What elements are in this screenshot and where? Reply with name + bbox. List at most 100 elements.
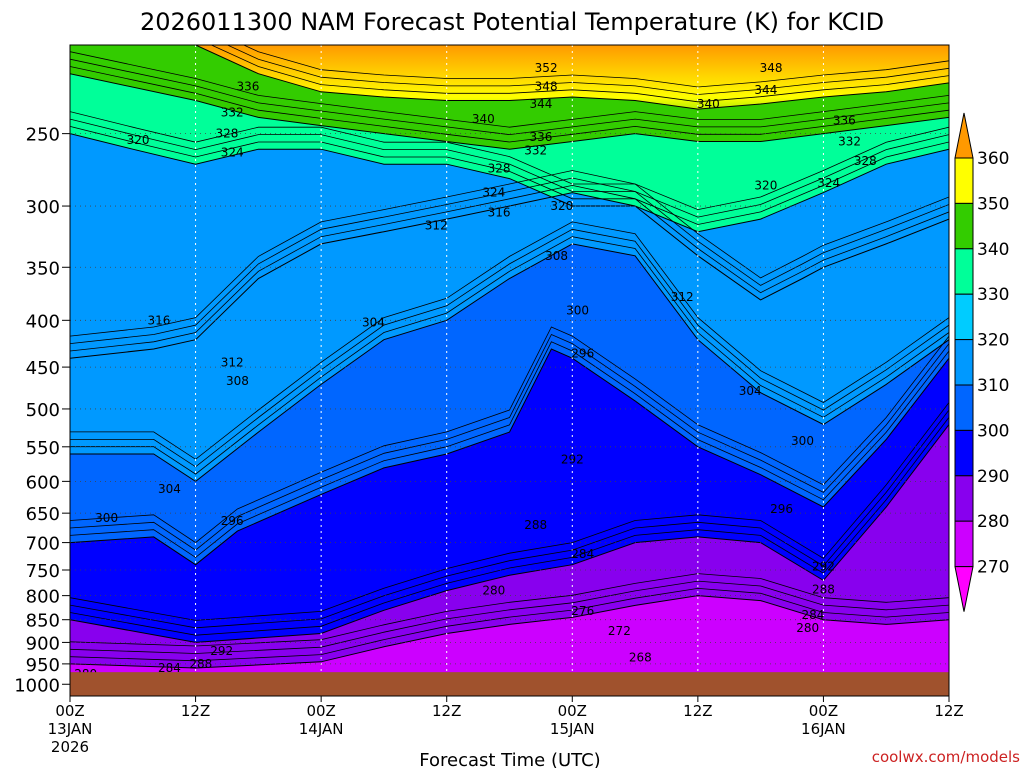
contour-332-minor-1 — [70, 66, 949, 143]
contour-332-minor-2 — [70, 58, 949, 136]
contour-label: 320 — [754, 179, 777, 193]
y-tick-label: 900 — [26, 633, 60, 654]
contour-344-minor-1 — [210, 45, 949, 103]
contour-280-minor-2 — [70, 580, 949, 654]
contour-296 — [70, 348, 949, 566]
contour-label: 292 — [812, 559, 835, 573]
contour-label: 292 — [561, 453, 584, 467]
contour-label: 332 — [838, 134, 861, 148]
colorbar-swatch — [954, 157, 974, 204]
y-tick-label: 300 — [26, 197, 60, 218]
colorbar-swatch — [954, 248, 974, 295]
contour-label: 336 — [529, 130, 552, 144]
x-tick-label: 00Z — [558, 702, 587, 720]
contour-296-minor-2 — [70, 333, 949, 551]
colorbar-swatch — [954, 475, 974, 522]
theta-fill-280 — [70, 595, 949, 696]
contour-312-minor-3 — [70, 170, 949, 337]
x-tick-date: 14JAN — [299, 720, 344, 738]
x-tick-label: 12Z — [181, 702, 210, 720]
plot-area: 3523483443403363323283243203163123083043… — [70, 45, 949, 696]
ground-surface — [70, 672, 949, 696]
contour-label: 320 — [550, 199, 573, 213]
contour-label: 340 — [472, 112, 495, 126]
x-tick-date: 13JAN — [48, 720, 93, 738]
contour-label: 332 — [221, 105, 244, 119]
colorbar-label: 270 — [977, 558, 1009, 578]
contour-label: 352 — [535, 61, 558, 75]
contour-label: 312 — [221, 356, 244, 370]
y-tick-label: 450 — [26, 358, 60, 379]
x-tick-label: 00Z — [306, 702, 335, 720]
contour-label: 336 — [833, 114, 856, 128]
contour-label: 340 — [697, 97, 720, 111]
contour-label: 308 — [545, 249, 568, 263]
y-tick-label: 550 — [26, 438, 60, 459]
colorbar-label: 280 — [977, 512, 1009, 532]
contour-label: 288 — [189, 657, 212, 671]
contour-label: 300 — [566, 303, 589, 317]
contour-344-minor-3 — [242, 45, 949, 88]
contour-304-minor-3 — [70, 221, 949, 460]
plot-frame — [69, 44, 950, 697]
contour-332 — [70, 73, 949, 150]
contour-label: 280 — [482, 584, 505, 598]
x-tick-label: 00Z — [55, 702, 84, 720]
colorbar-label: 330 — [977, 285, 1009, 305]
contour-label: 304 — [362, 315, 385, 329]
x-tick-year: 2026 — [51, 738, 89, 756]
contour-312-minor-2 — [70, 177, 949, 344]
contour-label: 284 — [571, 547, 594, 561]
contour-304 — [70, 243, 949, 483]
watermark-text: coolwx.com/models — [872, 748, 1020, 766]
colorbar-swatch — [954, 339, 974, 386]
x-tick-label: 12Z — [683, 702, 712, 720]
contour-312-minor-1 — [70, 184, 949, 352]
contour-label: 288 — [812, 583, 835, 597]
contour-label: 284 — [158, 661, 181, 675]
contour-label: 328 — [488, 162, 511, 176]
contour-304-minor-1 — [70, 236, 949, 475]
contour-280 — [70, 595, 949, 669]
contour-label: 300 — [791, 434, 814, 448]
y-tick-label: 1000 — [14, 675, 60, 696]
contour-344 — [70, 45, 949, 110]
contour-label: 312 — [425, 218, 448, 232]
contour-label: 276 — [571, 604, 594, 618]
x-tick-date: 15JAN — [550, 720, 595, 738]
contour-label: 312 — [671, 290, 694, 304]
y-tick-label: 700 — [26, 534, 60, 555]
contour-label: 304 — [158, 482, 181, 496]
contour-296-minor-3 — [70, 326, 949, 544]
y-tick-label: 750 — [26, 561, 60, 582]
contour-label: 292 — [210, 644, 233, 658]
contour-label: 344 — [754, 83, 777, 97]
y-tick-label: 600 — [26, 472, 60, 493]
contour-label: 324 — [482, 186, 505, 200]
y-tick-label: 250 — [26, 125, 60, 146]
contour-312 — [70, 192, 949, 359]
contour-label: 300 — [95, 511, 118, 525]
x-tick-label: 00Z — [809, 702, 838, 720]
contour-label: 320 — [127, 133, 150, 147]
x-axis-label: Forecast Time (UTC) — [419, 750, 600, 768]
colorbar-swatch — [954, 293, 974, 341]
contour-label: 296 — [571, 347, 594, 361]
y-tick-label: 650 — [26, 504, 60, 525]
contour-332-minor-3 — [70, 51, 949, 128]
y-tick-label: 350 — [26, 258, 60, 279]
colorbar: 360 350 340 330 320 310 300 290 280 270 — [954, 112, 1009, 612]
colorbar-bottom-arrow — [954, 566, 974, 612]
contour-label: 296 — [221, 514, 244, 528]
contour-label: 324 — [817, 176, 840, 190]
contour-label: 332 — [524, 144, 547, 158]
colorbar-swatch — [954, 429, 974, 477]
contour-label: 328 — [216, 127, 239, 141]
x-tick-label: 12Z — [934, 702, 963, 720]
colorbar-swatch — [954, 520, 974, 568]
contour-label: 348 — [535, 79, 558, 93]
contour-label: 316 — [147, 313, 170, 327]
x-tick-date: 16JAN — [801, 720, 846, 738]
contour-label: 316 — [488, 206, 511, 220]
